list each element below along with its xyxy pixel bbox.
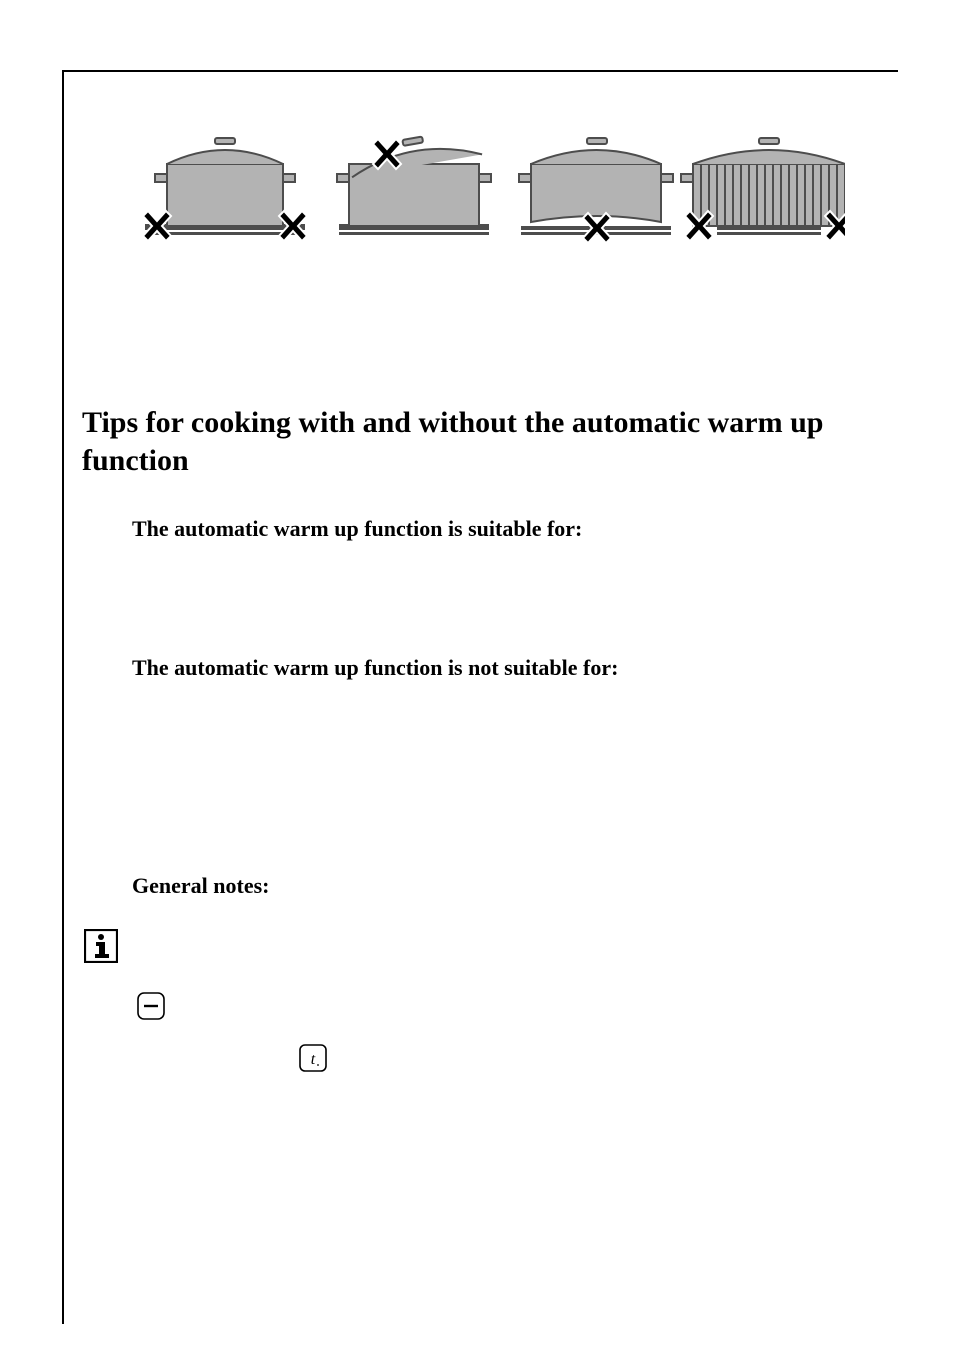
page-title: Tips for cooking with and without the au…: [82, 404, 888, 479]
page: Tips for cooking with and without the au…: [0, 0, 954, 1352]
heading-suitable: The automatic warm up function is suitab…: [132, 515, 888, 544]
frame-top-rule: [62, 70, 898, 72]
timer-icon: t: [298, 1043, 328, 1073]
info-icon: [84, 929, 118, 963]
pot-3: [519, 138, 673, 243]
heading-not-suitable: The automatic warm up function is not su…: [132, 654, 888, 683]
pot-4: [681, 138, 845, 241]
minus-icon-row: [136, 991, 888, 1021]
frame-left-rule: [62, 70, 64, 1324]
minus-icon: [136, 991, 166, 1021]
heading-general-notes: General notes:: [132, 872, 888, 901]
pots-illustration: [125, 114, 845, 284]
svg-text:t: t: [311, 1051, 316, 1068]
info-note-row: [82, 927, 888, 963]
pot-2: [337, 127, 491, 235]
pot-1: [143, 138, 307, 241]
timer-icon-row: t: [298, 1043, 888, 1073]
content-column: Tips for cooking with and without the au…: [82, 80, 888, 1095]
